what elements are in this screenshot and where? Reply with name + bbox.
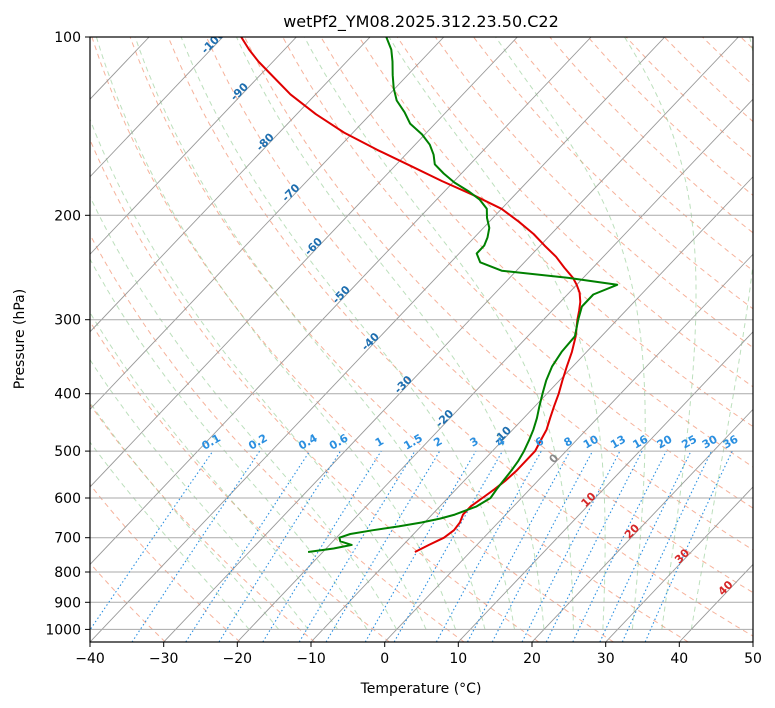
mixing-ratio-line: [393, 450, 503, 642]
y-tick-label: 200: [54, 208, 81, 224]
x-tick-label: 20: [523, 651, 541, 667]
moist-adiabat: [690, 37, 753, 630]
moist-adiabat: [236, 37, 545, 630]
isotherm-line: [90, 37, 592, 566]
dry-adiabat: [282, 37, 753, 509]
x-tick-label: 40: [670, 651, 688, 667]
plot-frame: [89, 36, 754, 643]
y-tick-label: 900: [54, 595, 81, 611]
mixing-ratio-line: [644, 450, 733, 642]
y-tick-label: 800: [54, 565, 81, 581]
profile-lines: [240, 37, 619, 553]
dry-adiabat: [90, 138, 540, 642]
y-tick-label: 1000: [45, 622, 81, 638]
dry-adiabat: [129, 37, 689, 642]
dry-adiabat: [90, 320, 390, 642]
y-tick-label: 400: [54, 387, 81, 403]
moist-adiabat: [388, 37, 606, 630]
chart-title: wetPf2_YM08.2025.312.23.50.C22: [283, 12, 559, 32]
moist-adiabat: [95, 37, 456, 630]
isotherm-line: [90, 37, 445, 411]
x-tick-label: −20: [223, 651, 253, 667]
moist-adiabat: [90, 118, 427, 630]
dry-adiabat: [167, 37, 753, 637]
moist-adiabat: [134, 37, 486, 630]
dry-adiabat: [90, 233, 465, 642]
isotherm-line: [90, 37, 666, 642]
x-tick-label: 0: [380, 651, 389, 667]
x-tick-label: 50: [744, 651, 762, 667]
x-tick-label: 10: [449, 651, 467, 667]
mixing-ratio-line: [467, 450, 571, 642]
x-tick-label: −30: [149, 651, 179, 667]
mixing-ratio-line: [545, 450, 643, 642]
mixing-ratio-line: [218, 450, 341, 642]
moist-adiabat: [90, 311, 339, 630]
mixing-ratio-line: [131, 450, 261, 642]
isotherm-line: [605, 486, 753, 642]
dry-adiabat: [205, 37, 753, 594]
x-tick-label: 30: [597, 651, 615, 667]
isotherm-line: [236, 98, 753, 642]
moist-adiabat: [303, 37, 574, 630]
mixing-ratio-line: [185, 450, 311, 642]
isotherm-line: [531, 408, 753, 642]
axes: −40 −30 −20 −10 0 10 20 30 40 50 100 200 300 400 500 60…: [45, 30, 762, 667]
mixing-ratio-line: [572, 450, 667, 642]
reference-lines: [90, 37, 753, 642]
moist-adiabat: [495, 37, 646, 630]
mixing-ratio-line: [262, 450, 382, 642]
isotherm-line: [90, 37, 518, 488]
isotherm-line: [384, 253, 753, 642]
moist-adiabat: [90, 441, 250, 630]
y-tick-label: 500: [54, 444, 81, 460]
dewpoint-profile-line: [307, 37, 619, 553]
y-tick-label: 100: [54, 30, 81, 46]
dry-adiabat: [244, 37, 753, 551]
dry-adiabat: [358, 37, 753, 428]
y-axis-title: Pressure (hPa): [12, 289, 28, 389]
isotherm-line: [90, 37, 297, 255]
dry-adiabat: [91, 37, 614, 642]
x-tick-label: −10: [296, 651, 326, 667]
isotherm-line: [163, 37, 739, 642]
isotherm-line: [457, 331, 753, 642]
y-tick-label: 700: [54, 531, 81, 547]
dry-adiabat: [90, 403, 316, 642]
x-tick-label: −40: [75, 651, 105, 667]
mixing-ratio-line: [435, 450, 542, 642]
moist-adiabat: [90, 258, 368, 630]
isotherm-line: [90, 37, 224, 178]
dry-adiabat: [473, 37, 753, 310]
dry-adiabat: [396, 37, 753, 388]
moist-adiabat: [90, 195, 398, 630]
isotherm-line: [310, 176, 753, 642]
mixing-ratio-line: [90, 450, 214, 631]
isotherm-line: [90, 37, 371, 333]
y-tick-label: 300: [54, 313, 81, 329]
mixing-ratio-line: [298, 450, 416, 642]
y-tick-label: 600: [54, 491, 81, 507]
x-axis-title: Temperature (°C): [360, 681, 482, 697]
moist-adiabat: [624, 37, 697, 630]
